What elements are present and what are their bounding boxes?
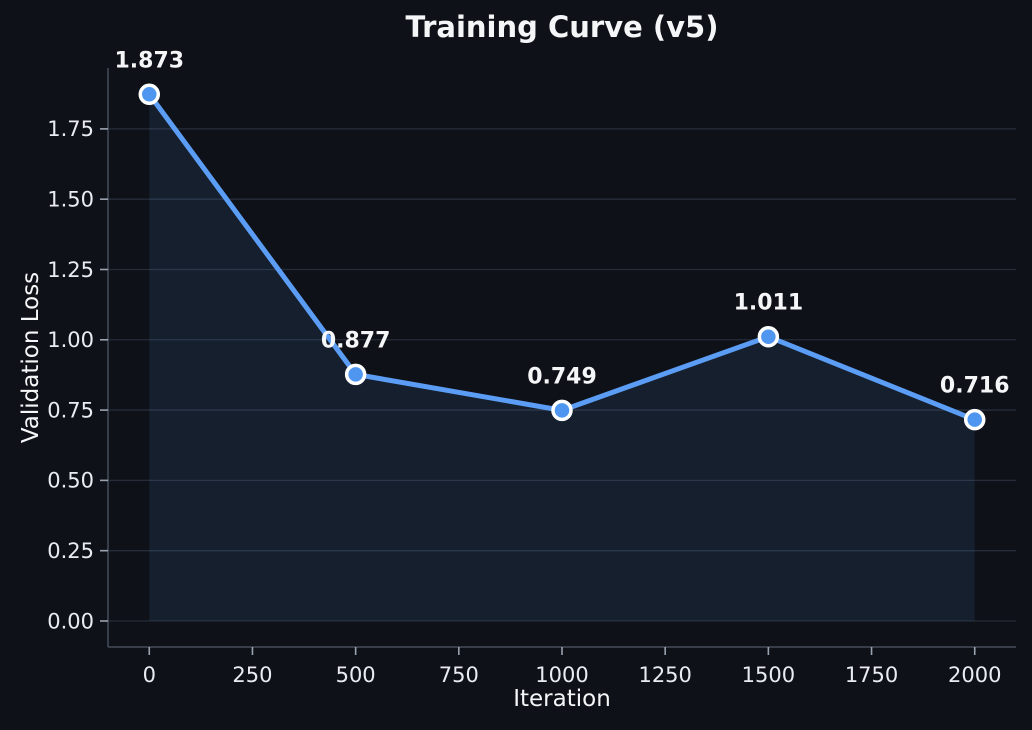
y-tick-label: 1.75 xyxy=(47,117,94,141)
x-tick-label: 750 xyxy=(439,663,479,687)
series-layer xyxy=(138,83,986,431)
data-point-label: 0.716 xyxy=(940,374,1010,399)
x-axis-label: Iteration xyxy=(513,686,611,712)
grid-layer xyxy=(108,128,1016,622)
y-tick-label: 1.00 xyxy=(47,328,94,352)
annotation-layer: 1.873 0.877 0.749 1.011 0.716 xyxy=(114,48,1009,398)
data-point-label: 1.011 xyxy=(734,291,804,316)
y-tick-label: 0.00 xyxy=(47,609,94,633)
y-tick-label: 1.50 xyxy=(47,188,94,212)
data-point-marker xyxy=(757,325,780,348)
chart-title: Training Curve (v5) xyxy=(406,10,719,44)
data-point-label: 0.749 xyxy=(527,364,597,389)
y-tick-label: 1.25 xyxy=(47,258,94,282)
x-tick-label: 1250 xyxy=(638,663,691,687)
data-point-marker xyxy=(963,408,986,431)
x-tick-label: 1750 xyxy=(845,663,898,687)
x-tick-label: 0 xyxy=(143,663,156,687)
y-axis-label: Validation Loss xyxy=(18,272,44,443)
data-point-marker xyxy=(344,363,367,386)
x-tick-label: 500 xyxy=(336,663,376,687)
x-tick-label: 2000 xyxy=(948,663,1001,687)
x-tick-label: 250 xyxy=(232,663,272,687)
area-layer xyxy=(149,94,975,621)
y-tick-label: 0.50 xyxy=(47,469,94,493)
y-tick-label: 0.25 xyxy=(47,539,94,563)
x-tick-label: 1000 xyxy=(535,663,588,687)
area-fill xyxy=(149,94,975,621)
data-point-label: 1.873 xyxy=(114,48,184,73)
data-point-label: 0.877 xyxy=(321,328,391,353)
data-point-marker xyxy=(138,83,161,106)
data-point-marker xyxy=(551,399,573,422)
axis-layer: 0.00 0.25 0.50 0.75 1.00 1.25 1.50 1.75 0 250 500 7… xyxy=(47,68,1016,687)
y-tick-label: 0.75 xyxy=(47,398,94,422)
x-tick-label: 1500 xyxy=(742,663,795,687)
